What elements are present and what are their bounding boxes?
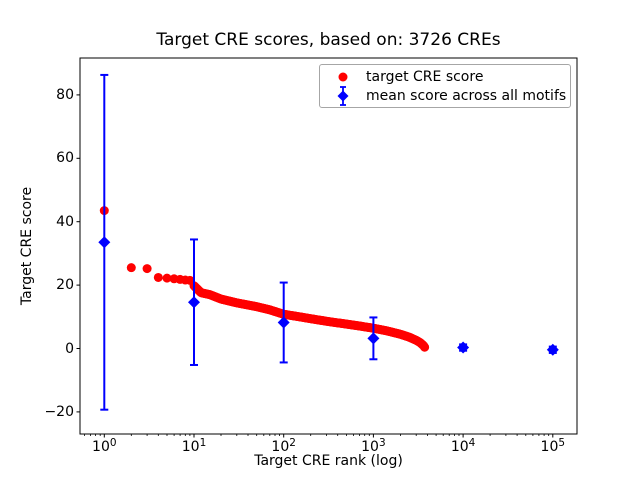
red-point [420, 342, 430, 352]
mean-diamond [277, 316, 290, 329]
y-tick-label-40: 40 [56, 213, 74, 230]
legend-label-mean-score: mean score across all motifs [366, 87, 567, 104]
x-tick-label-10e4: 104 [450, 437, 476, 455]
blue-series-mean-scores [98, 73, 559, 411]
y-tick-label-60: 60 [56, 150, 74, 167]
y-tick-label-20: 20 [56, 277, 74, 294]
y-tick-label--20: −20 [44, 403, 74, 420]
chart-title: Target CRE scores, based on: 3726 CREs [156, 30, 501, 50]
red-dot-icon [320, 69, 366, 85]
x-tick-label-10e0: 100 [92, 437, 117, 455]
legend-label-target-cre-score: target CRE score [366, 68, 484, 85]
y-tick-label-0: 0 [65, 340, 74, 357]
red-point [153, 272, 163, 282]
mean-diamond [546, 343, 559, 356]
red-point [126, 263, 136, 273]
blue-diamond-errorbar-icon [320, 85, 366, 107]
mean-diamond [188, 296, 200, 309]
axes-frame [79, 57, 578, 435]
red-series-target-cre-scores [99, 206, 430, 352]
y-tick-label-80: 80 [56, 86, 74, 103]
x-axis-label: Target CRE rank (log) [254, 453, 403, 469]
mean-diamond [98, 236, 111, 249]
legend-item-target-cre-score: target CRE score [320, 67, 570, 86]
x-axis-minor-ticks [84, 434, 550, 436]
x-tick-label-10e2: 102 [271, 437, 296, 455]
x-tick-label-10e1: 101 [181, 437, 207, 455]
legend: target CRE score mean score across all m… [319, 64, 571, 108]
x-axis-ticks [103, 434, 554, 438]
mean-diamond [457, 341, 470, 354]
red-point [142, 264, 152, 274]
legend-item-mean-score: mean score across all motifs [320, 85, 570, 107]
x-tick-label-10e5: 105 [540, 437, 566, 455]
mean-diamond [367, 332, 380, 345]
y-axis-ticks [76, 94, 80, 413]
red-point [162, 273, 172, 283]
x-tick-label-10e3: 103 [361, 437, 386, 455]
